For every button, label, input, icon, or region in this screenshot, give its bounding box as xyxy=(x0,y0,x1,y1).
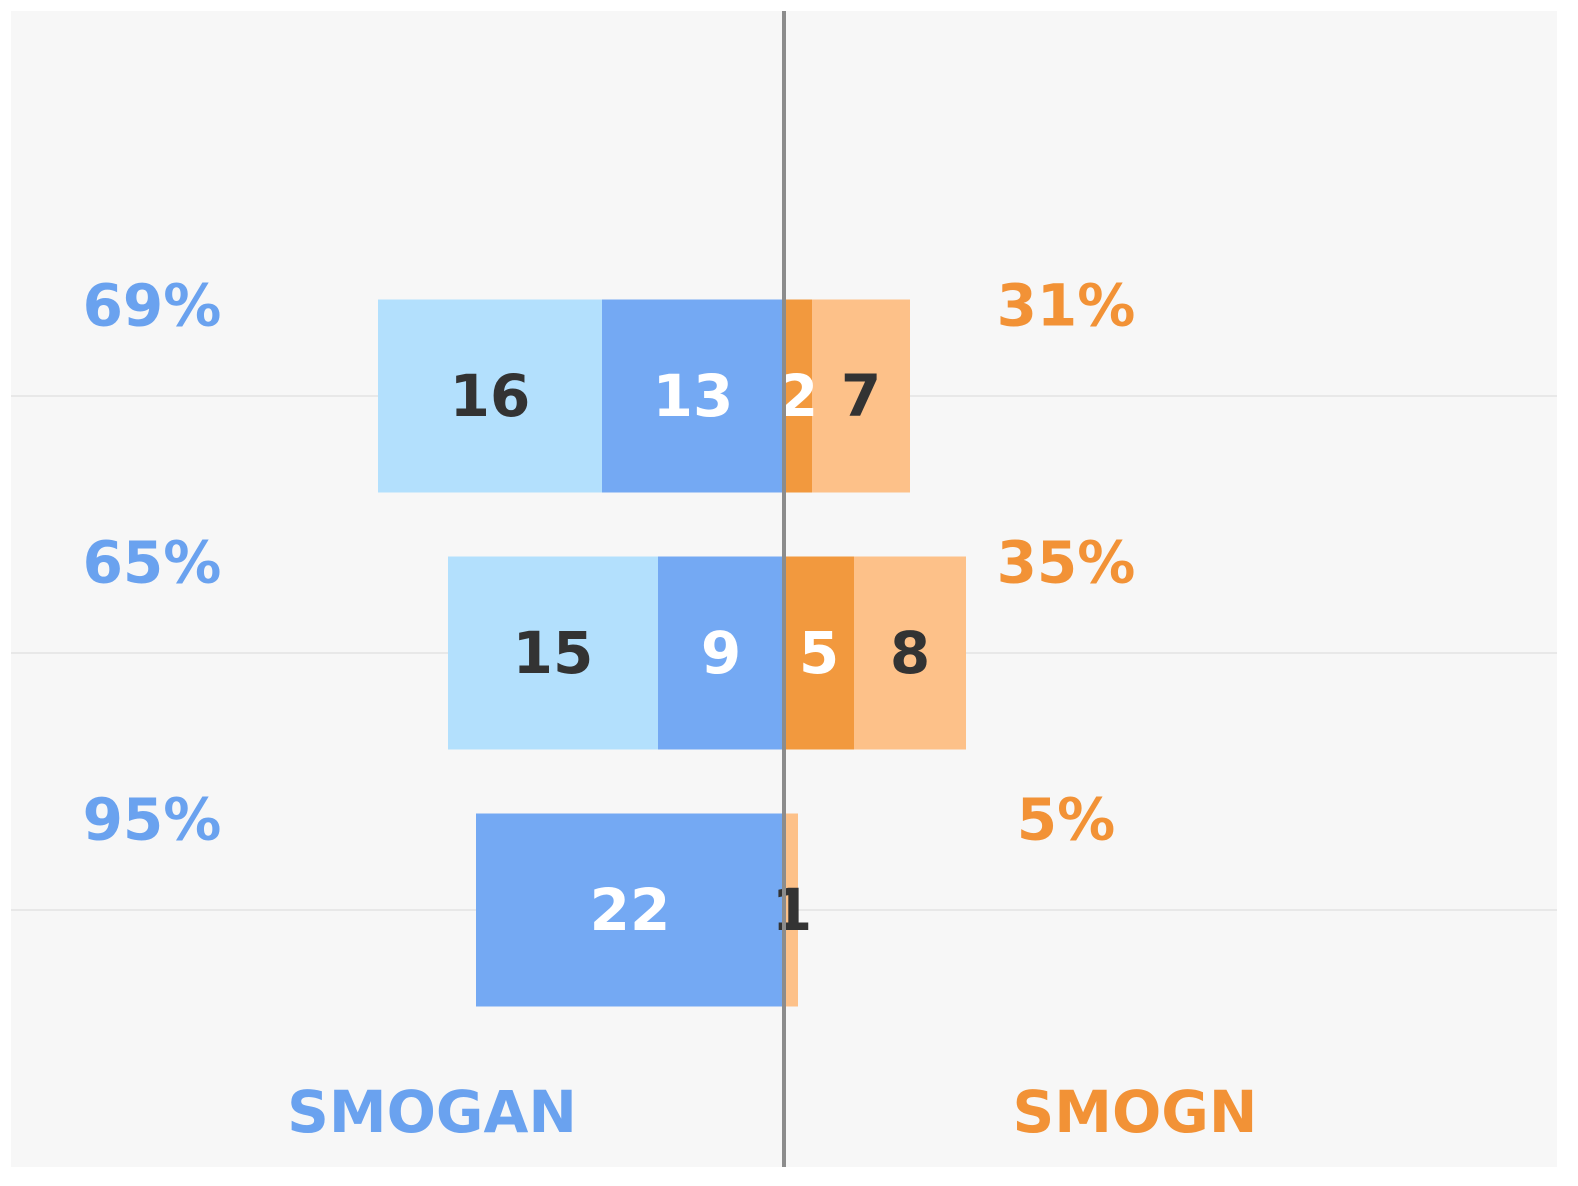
right-percentage-label: 31% xyxy=(997,272,1136,340)
bar-right-light-row2 xyxy=(854,556,966,750)
bar-value-label: 13 xyxy=(653,362,734,430)
bar-value-label: 7 xyxy=(841,362,881,430)
bar-right-light-row1 xyxy=(812,299,910,493)
right-percentage-label: 35% xyxy=(997,529,1136,597)
bar-value-label: 22 xyxy=(590,876,671,944)
bar-left-dark-row2 xyxy=(658,556,784,750)
bars xyxy=(378,299,966,1007)
left-percentage-label: 69% xyxy=(83,272,222,340)
bar-value-label: 16 xyxy=(450,362,531,430)
right-percentage-label: 5% xyxy=(1017,786,1115,854)
percentage-labels: 69% 31% 65% 35% 95% 5% xyxy=(83,272,1136,854)
right-group-label: SMOGN xyxy=(1013,1078,1258,1146)
bar-value-label: 5 xyxy=(799,619,839,687)
bar-right-dark-row1 xyxy=(784,299,812,493)
bar-left-dark-row3 xyxy=(476,813,784,1007)
bar-value-label: 8 xyxy=(890,619,930,687)
left-group-label: SMOGAN xyxy=(287,1078,577,1146)
left-percentage-label: 95% xyxy=(83,786,222,854)
bar-left-light-row2 xyxy=(448,556,658,750)
left-percentage-label: 65% xyxy=(83,529,222,597)
bar-value-label: 9 xyxy=(701,619,741,687)
bar-value-label: 15 xyxy=(513,619,594,687)
bar-left-light-row1 xyxy=(378,299,602,493)
bar-right-dark-row2 xyxy=(784,556,854,750)
bar-right-light-row3 xyxy=(784,813,798,1007)
bar-value-label: 1 xyxy=(772,876,812,944)
bar-left-dark-row1 xyxy=(602,299,784,493)
